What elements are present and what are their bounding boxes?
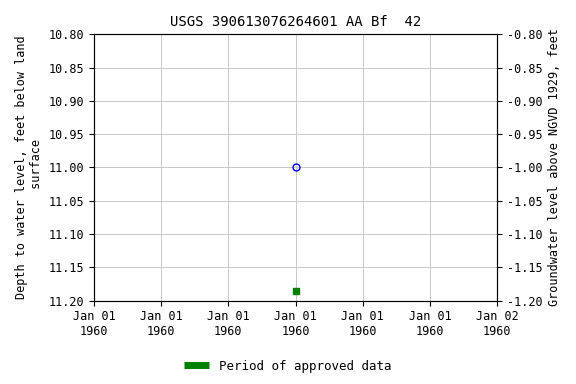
Y-axis label: Groundwater level above NGVD 1929, feet: Groundwater level above NGVD 1929, feet bbox=[548, 28, 561, 306]
Title: USGS 390613076264601 AA Bf  42: USGS 390613076264601 AA Bf 42 bbox=[170, 15, 421, 29]
Legend: Period of approved data: Period of approved data bbox=[179, 355, 397, 378]
Y-axis label: Depth to water level, feet below land
 surface: Depth to water level, feet below land su… bbox=[15, 36, 43, 299]
